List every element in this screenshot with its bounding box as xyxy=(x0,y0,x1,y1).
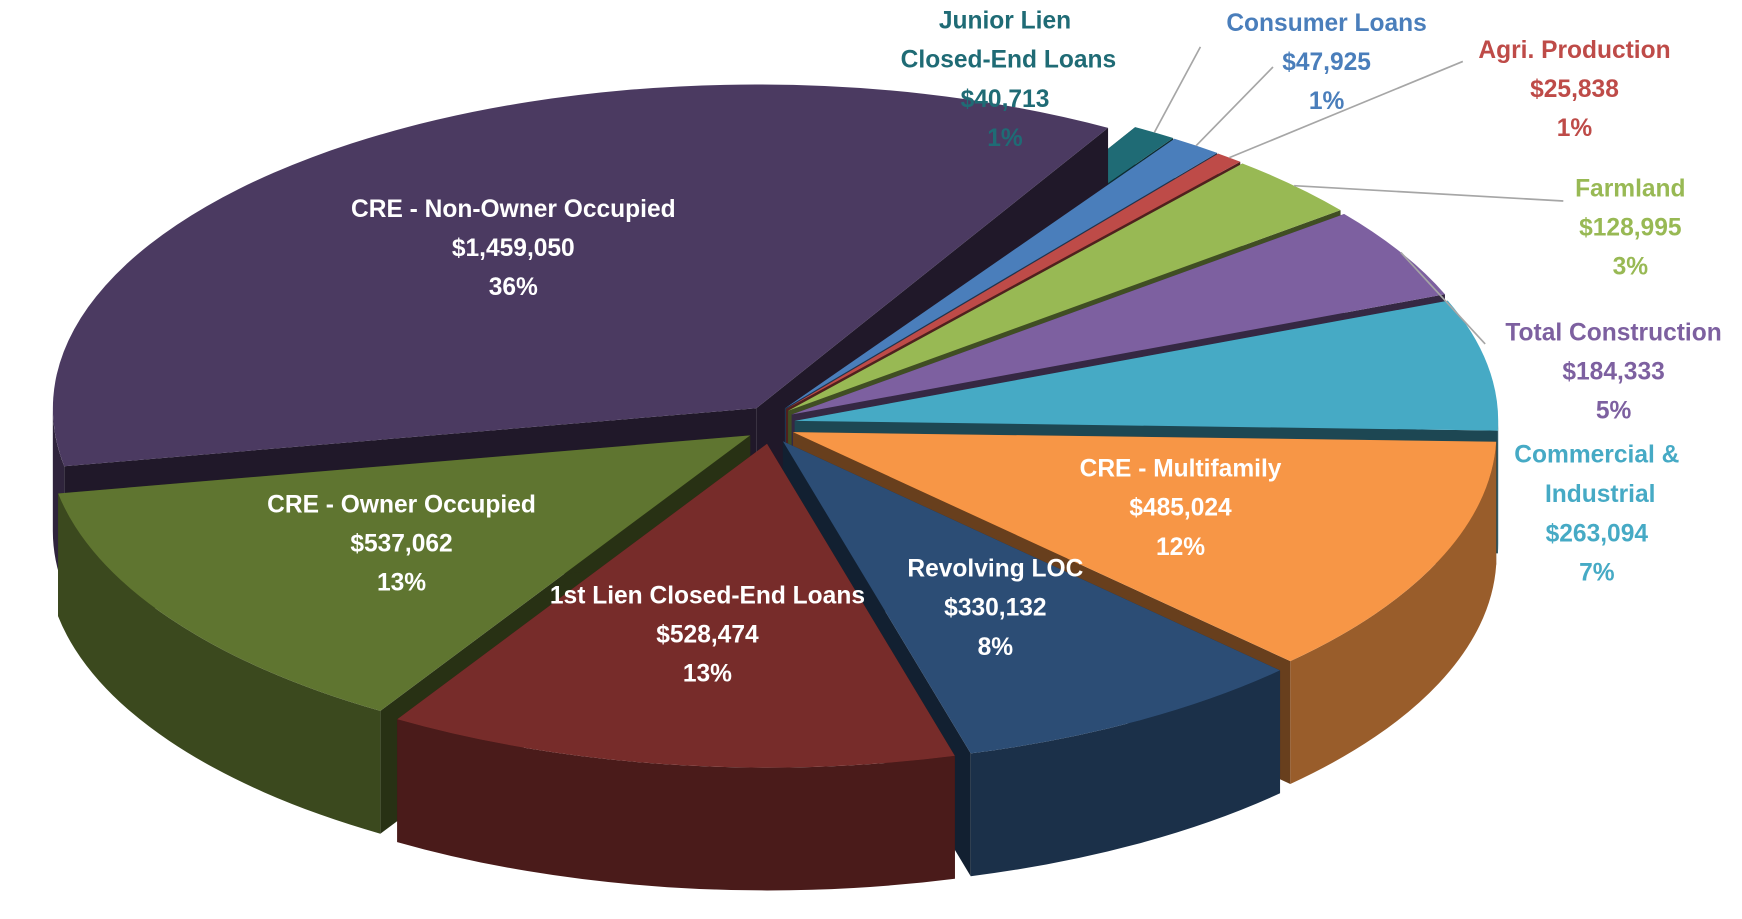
slice-label: Junior Lien Closed-End Loans xyxy=(894,8,1116,74)
slice-outer-side xyxy=(397,719,955,891)
slice xyxy=(788,163,1341,411)
slice-percent-label: 7% xyxy=(1579,559,1615,586)
slice-label: CRE - Owner Occupied xyxy=(267,491,536,518)
slice xyxy=(793,432,1497,662)
slice-percent-label: 1% xyxy=(1557,115,1593,142)
slice-percent-label: 36% xyxy=(489,274,538,301)
slice-percent-label: 13% xyxy=(377,569,426,596)
slice-percent-label: 13% xyxy=(683,661,732,688)
slice-value-label: $128,995 xyxy=(1579,214,1681,241)
slice-percent-label: 3% xyxy=(1613,253,1649,280)
slice-percent-label: 8% xyxy=(978,634,1014,661)
slice-outer-side xyxy=(58,493,381,834)
slice xyxy=(791,213,1445,415)
slice xyxy=(782,441,1281,754)
slice-label: Commercial & Industrial xyxy=(1514,442,1679,508)
slice xyxy=(794,300,1499,431)
slice-value-label: $263,094 xyxy=(1546,520,1649,547)
slice-label: Consumer Loans xyxy=(1226,10,1427,37)
slice-percent-label: 5% xyxy=(1596,398,1632,425)
slice xyxy=(786,153,1241,410)
slice-value-label: $184,333 xyxy=(1562,358,1664,385)
slice-percent-label: 12% xyxy=(1156,534,1205,561)
slice xyxy=(397,443,955,768)
slice xyxy=(784,138,1218,409)
slice-value-label: $40,713 xyxy=(961,86,1050,113)
slice xyxy=(52,84,1109,467)
slice-outer-side xyxy=(1290,441,1497,784)
leader-line xyxy=(1153,46,1202,133)
slice-label: CRE - Non-Owner Occupied xyxy=(351,196,676,223)
slice-value-label: $47,925 xyxy=(1282,49,1371,76)
slice-label: Farmland xyxy=(1575,175,1686,202)
slice-value-label: $1,459,050 xyxy=(452,235,575,262)
slice-value-label: $330,132 xyxy=(944,595,1046,622)
slice-percent-label: 1% xyxy=(1309,88,1345,115)
slice-value-label: $25,838 xyxy=(1530,76,1619,103)
slice-label: Total Construction xyxy=(1505,319,1721,346)
slice xyxy=(58,435,751,711)
slice-value-label: $528,474 xyxy=(656,622,759,649)
leader-line xyxy=(1294,184,1564,202)
slice-percent-label: 1% xyxy=(987,125,1023,152)
slice-value-label: $537,062 xyxy=(350,530,452,557)
leader-line xyxy=(1195,66,1274,147)
leader-line xyxy=(1400,251,1486,345)
slice-label: 1st Lien Closed-End Loans xyxy=(550,583,865,610)
slice-outer-side xyxy=(970,670,1281,877)
slice-label: CRE - Multifamily xyxy=(1080,456,1282,483)
leader-line xyxy=(1229,60,1464,159)
slice-value-label: $485,024 xyxy=(1129,495,1232,522)
slice-label: Revolving LOC xyxy=(907,556,1083,583)
slice-group xyxy=(397,443,955,891)
slice-label: Agri. Production xyxy=(1478,37,1670,64)
